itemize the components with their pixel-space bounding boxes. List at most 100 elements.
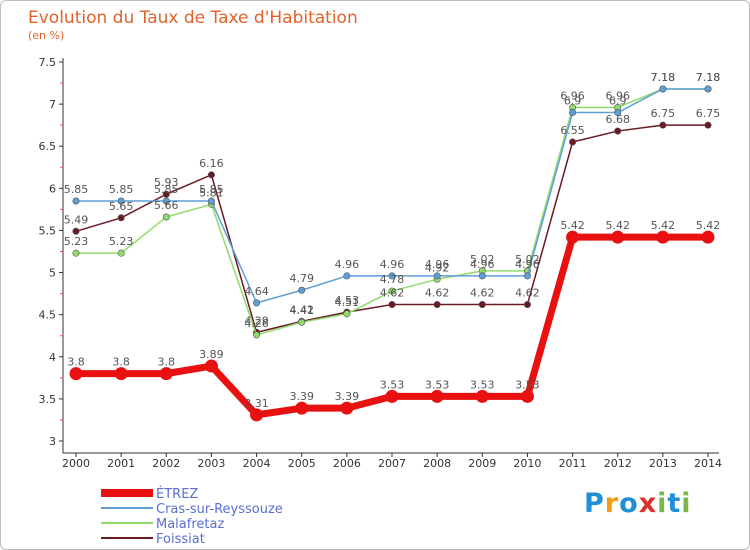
data-point xyxy=(114,367,128,381)
data-point xyxy=(385,389,399,403)
data-label: 5.42 xyxy=(651,219,676,232)
x-tick-label: 2014 xyxy=(694,457,722,470)
data-point xyxy=(340,401,354,415)
x-tick-label: 2005 xyxy=(288,457,316,470)
data-label: 6.9 xyxy=(609,95,627,108)
data-label: 4.29 xyxy=(244,314,269,327)
data-point xyxy=(159,367,173,381)
data-label: 3.53 xyxy=(470,378,495,391)
data-label: 6.75 xyxy=(651,107,676,120)
logo-letter: x xyxy=(638,488,658,519)
data-label: 5.49 xyxy=(64,213,89,226)
data-label: 5.85 xyxy=(109,183,134,196)
data-label: 5.81 xyxy=(199,186,224,199)
data-point xyxy=(253,331,261,339)
data-label: 5.93 xyxy=(154,176,179,189)
data-label: 4.41 xyxy=(289,304,314,317)
data-label: 3.31 xyxy=(244,397,269,410)
data-label: 3.8 xyxy=(158,356,176,369)
data-label: 4.96 xyxy=(335,258,360,271)
y-tick-label: 6 xyxy=(49,182,56,195)
data-label: 4.62 xyxy=(380,287,405,300)
logo-letter: o xyxy=(619,488,639,519)
data-point xyxy=(520,389,534,403)
logo-letter: r xyxy=(604,488,620,519)
data-point xyxy=(523,272,531,280)
data-label: 7.18 xyxy=(696,71,721,84)
x-tick-label: 2007 xyxy=(378,457,406,470)
data-point xyxy=(614,109,622,117)
data-label: 3.39 xyxy=(289,390,314,403)
legend-label: Foissiat xyxy=(156,532,205,547)
data-label: 4.26 xyxy=(244,317,269,330)
x-tick-label: 2008 xyxy=(423,457,451,470)
data-label: 4.62 xyxy=(515,287,540,300)
data-point xyxy=(611,230,625,244)
data-point xyxy=(433,272,441,280)
proxiti-logo: Proxiti xyxy=(584,488,692,519)
data-label: 3.53 xyxy=(380,378,405,391)
data-point xyxy=(566,230,580,244)
data-label: 5.42 xyxy=(696,219,721,232)
data-point xyxy=(478,301,486,309)
data-point xyxy=(701,230,715,244)
data-point xyxy=(207,171,215,179)
x-tick-label: 2006 xyxy=(333,457,361,470)
data-label: 5.85 xyxy=(64,183,89,196)
data-point xyxy=(162,190,170,198)
data-label: 5.85 xyxy=(154,183,179,196)
data-point xyxy=(433,301,441,309)
y-tick-label: 5 xyxy=(49,267,56,280)
y-tick-label: 7 xyxy=(49,98,56,111)
y-tick-label: 3 xyxy=(49,435,56,448)
data-label: 5.65 xyxy=(109,200,134,213)
data-point xyxy=(298,318,306,326)
data-point xyxy=(69,367,83,381)
data-point xyxy=(295,401,309,415)
data-point xyxy=(569,138,577,146)
data-label: 4.96 xyxy=(425,258,450,271)
data-point xyxy=(388,301,396,309)
data-label: 4.53 xyxy=(335,294,360,307)
data-label: 5.02 xyxy=(470,253,495,266)
y-tick-label: 4 xyxy=(49,351,56,364)
y-tick-label: 6.5 xyxy=(39,140,57,153)
data-label: 7.18 xyxy=(651,71,676,84)
data-point xyxy=(72,227,80,235)
data-point xyxy=(162,197,170,205)
y-tick-label: 7.5 xyxy=(39,56,57,69)
data-point xyxy=(72,197,80,205)
chart-title: Evolution du Taux de Taxe d'Habitation xyxy=(28,8,358,28)
data-point xyxy=(656,230,670,244)
data-label: 6.75 xyxy=(696,107,721,120)
data-label: 5.23 xyxy=(64,235,89,248)
data-point xyxy=(523,301,531,309)
data-label: 5.85 xyxy=(199,183,224,196)
logo-letter: i xyxy=(681,488,692,519)
data-point xyxy=(343,310,351,318)
data-label: 3.53 xyxy=(425,378,450,391)
data-label: 6.16 xyxy=(199,157,224,170)
data-label: 6.55 xyxy=(560,124,585,137)
x-tick-label: 2011 xyxy=(559,457,587,470)
data-label: 4.96 xyxy=(515,258,540,271)
data-label: 5.02 xyxy=(515,253,540,266)
data-label: 4.42 xyxy=(289,303,314,316)
data-label: 6.9 xyxy=(564,95,582,108)
data-label: 3.89 xyxy=(199,348,224,361)
x-tick-label: 2003 xyxy=(197,457,225,470)
data-point xyxy=(388,287,396,295)
data-point xyxy=(659,121,667,129)
data-label: 5.42 xyxy=(560,219,585,232)
data-label: 4.62 xyxy=(425,287,450,300)
data-label: 4.51 xyxy=(335,296,360,309)
x-tick-label: 2000 xyxy=(62,457,90,470)
logo-letter: i xyxy=(657,488,668,519)
unit-label: (en %) xyxy=(28,29,65,42)
x-tick-label: 2001 xyxy=(107,457,135,470)
data-point xyxy=(343,272,351,280)
x-tick-label: 2012 xyxy=(604,457,632,470)
data-point xyxy=(253,299,261,307)
data-label: 6.96 xyxy=(560,89,585,102)
